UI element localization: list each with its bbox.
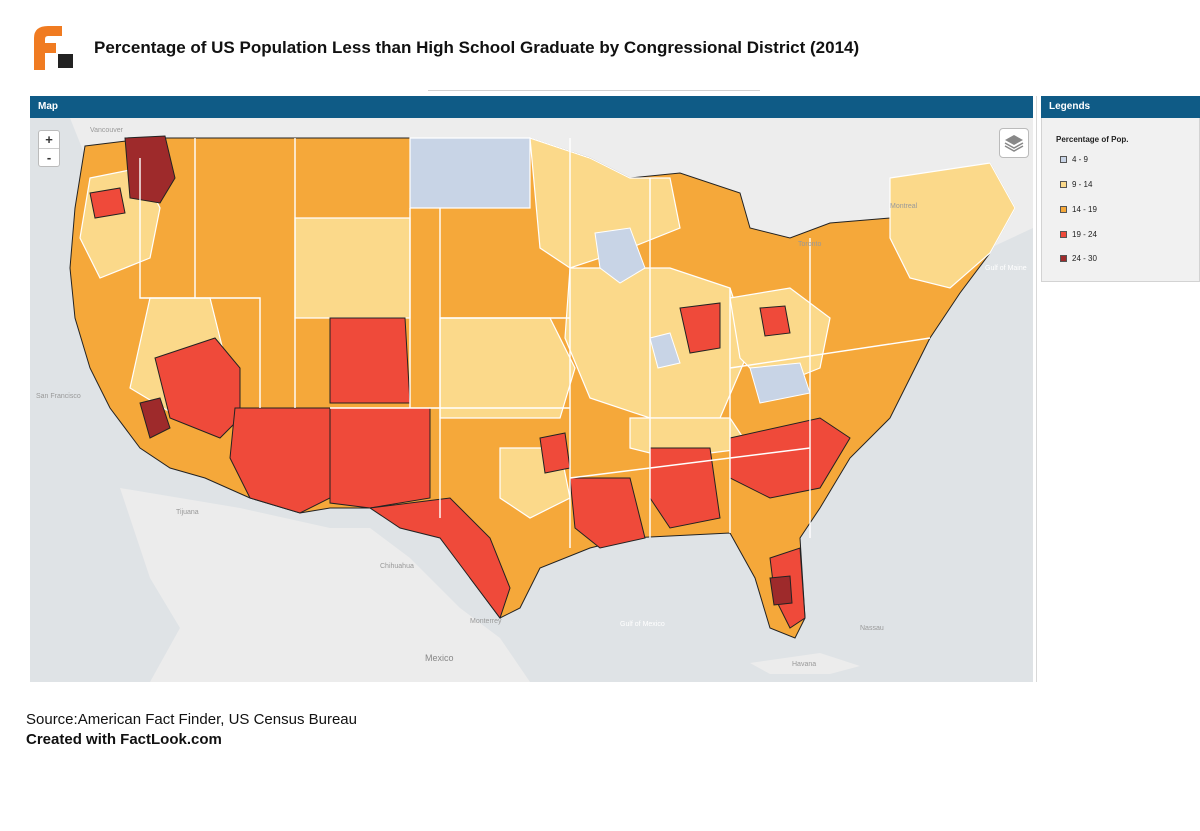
legend-label: 4 - 9 [1072,155,1089,164]
legend-label: 9 - 14 [1072,180,1093,189]
map-label-mexico: Mexico [425,653,454,663]
map-panel-title: Map [30,96,1033,118]
zoom-control: + - [38,130,60,167]
district-region [594,227,646,284]
legend-label: 24 - 30 [1072,254,1097,263]
map-panel: Map [30,96,1033,682]
district-region [889,162,1016,289]
district-region [569,477,646,549]
legend-title: Percentage of Pop. [1056,135,1129,144]
district-region [439,317,576,419]
district-region [329,407,431,509]
district-region [409,137,531,209]
legend-item: 4 - 9 [1060,155,1088,164]
map-label-havana: Havana [792,661,816,668]
source-note: Source:American Fact Finder, US Census B… [26,711,357,728]
district-map[interactable]: Mexico Gulf of Mexico Montreal Toronto S… [30,118,1033,682]
district-region [368,497,511,620]
district-region [124,135,176,204]
district-region [729,287,831,389]
legend-panel: Legends Percentage of Pop. 4 - 9 9 - 14 … [1041,96,1200,282]
map-label-gulf-of-maine: Gulf of Maine [985,265,1027,272]
legend-swatch [1060,181,1067,188]
district-region [529,137,681,269]
district-region [759,305,791,337]
state-boundaries [139,138,931,548]
layers-button[interactable] [999,128,1029,158]
mexico-land [120,488,530,682]
district-region [139,397,171,439]
map-label-san-francisco: San Francisco [36,393,81,400]
district-region [769,575,793,606]
zoom-out-button[interactable]: - [39,148,59,166]
district-region [89,187,126,219]
legend-label: 19 - 24 [1072,230,1097,239]
divider [1036,96,1037,682]
map-label-vancouver: Vancouver [90,127,124,134]
legend-item: 14 - 19 [1060,205,1097,214]
legend-item: 24 - 30 [1060,254,1097,263]
map-label-toronto: Toronto [798,241,821,248]
legend-swatch [1060,231,1067,238]
legend-swatch [1060,255,1067,262]
layers-icon [1004,135,1024,152]
legend-swatch [1060,206,1067,213]
district-region [539,432,571,474]
legend-panel-title: Legends [1041,96,1200,118]
legend-label: 14 - 19 [1072,205,1097,214]
map-label-gulf: Gulf of Mexico [620,621,665,628]
district-region [679,302,721,354]
created-with-note: Created with FactLook.com [26,731,222,748]
zoom-in-button[interactable]: + [45,132,53,147]
page-title: Percentage of US Population Less than Hi… [94,38,860,57]
map-label-nassau: Nassau [860,625,884,632]
district-region [329,317,411,404]
divider [428,90,760,91]
map-label-tijuana: Tijuana [176,509,199,516]
map-label-chihuahua: Chihuahua [380,563,414,570]
district-region [294,217,411,319]
map-label-monterrey: Monterrey [470,618,502,625]
map-label-montreal: Montreal [890,203,918,210]
district-region [649,332,681,369]
factlook-logo [34,26,73,70]
legend-swatch [1060,156,1067,163]
legend-item: 19 - 24 [1060,230,1097,239]
cuba-land [750,653,860,674]
legend-item: 9 - 14 [1060,180,1092,189]
